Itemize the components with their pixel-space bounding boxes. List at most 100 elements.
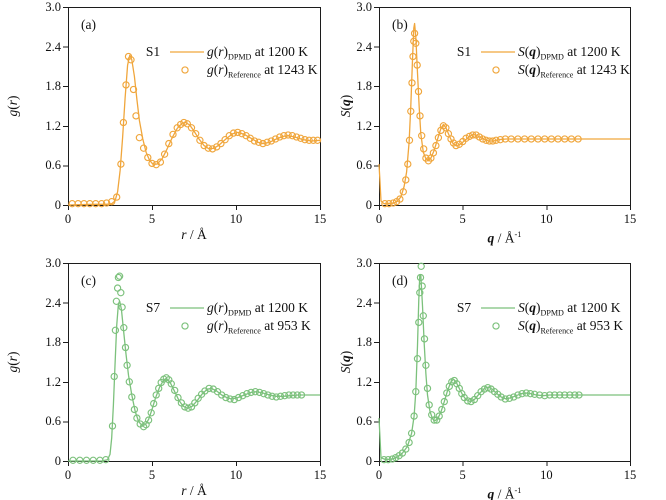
reference-point-marker: [155, 384, 163, 393]
reference-points: [69, 272, 306, 464]
sample-label: S1: [456, 44, 472, 59]
x-tick-label: 0: [375, 468, 383, 482]
reference-point-marker: [412, 39, 420, 47]
reference-point-marker: [152, 391, 160, 399]
x-tick-label: 10: [229, 468, 243, 482]
legend-entry-dpmd: S(q)DPMD at 1200 K: [518, 300, 621, 318]
reference-point-marker: [171, 386, 179, 395]
reference-point-marker: [174, 393, 182, 402]
reference-point-marker: [417, 262, 425, 270]
axes-frame: [379, 7, 631, 206]
reference-point-marker: [119, 118, 128, 127]
y-tick-label: 2.4: [356, 39, 372, 54]
reference-point-marker: [438, 405, 446, 414]
reference-point-marker: [402, 176, 410, 184]
legend-entry-dpmd: g(r)DPMD at 1200 K: [207, 44, 309, 62]
reference-point-marker: [465, 132, 474, 141]
reference-point-marker: [120, 324, 128, 332]
reference-point-marker: [250, 137, 259, 145]
x-tick-label: 10: [229, 212, 243, 226]
reference-point-marker: [414, 87, 423, 96]
reference-point-marker: [133, 414, 141, 422]
legend-suffix: at 1243 K: [576, 62, 630, 77]
reference-point-marker: [452, 141, 460, 150]
reference-point-marker: [430, 416, 438, 424]
legend-suffix: at 1243 K: [264, 62, 318, 77]
x-axis-label: q / Å-1: [487, 230, 522, 246]
reference-point-marker: [147, 409, 155, 417]
x-tick-label: 15: [313, 468, 327, 482]
reference-point-marker: [313, 136, 322, 144]
panel-letter: (c): [81, 273, 96, 288]
y-tick-label: 2.4: [45, 295, 61, 310]
reference-point-marker: [156, 158, 165, 166]
reference-point-marker: [169, 130, 177, 139]
reference-point-marker: [412, 388, 420, 396]
reference-point-marker: [127, 56, 135, 64]
y-tick-label: 1.2: [45, 118, 61, 133]
reference-point-marker: [396, 195, 404, 203]
reference-point-marker: [267, 137, 275, 145]
reference-point-marker: [222, 393, 230, 402]
reference-point-marker: [284, 131, 292, 139]
reference-point-marker: [132, 112, 140, 120]
reference-point-marker: [420, 335, 429, 343]
reference-point-marker: [497, 393, 505, 401]
legend-circle-marker: [492, 322, 500, 330]
reference-point-marker: [255, 138, 263, 146]
reference-point-marker: [204, 144, 212, 152]
reference-point-marker: [416, 289, 424, 297]
reference-point-marker: [297, 134, 305, 142]
reference-point-marker: [217, 139, 225, 148]
reference-point-marker: [76, 456, 84, 464]
reference-point-marker: [410, 29, 419, 38]
reference-point-marker: [413, 61, 421, 69]
reference-point-marker: [409, 52, 417, 61]
legend-suffix: at 953 K: [264, 318, 311, 333]
reference-point-marker: [285, 391, 293, 399]
reference-point-marker: [167, 380, 175, 388]
reference-point-marker: [535, 391, 544, 399]
reference-point-marker: [102, 456, 110, 464]
x-tick-label: 0: [64, 468, 72, 482]
reference-point-marker: [259, 139, 267, 148]
legend-subscript: Reference: [228, 70, 261, 80]
panel-d: 0 0.6 1.2 1.8 2.4 3.0 0 5 10 15 S(q) q / Å-1 (d) S7 S(…: [333, 250, 666, 500]
reference-point-marker: [263, 138, 271, 146]
y-axis-label: g(r): [5, 95, 20, 117]
x-tick-label: 15: [313, 212, 327, 226]
axes-frame: [68, 263, 321, 462]
panel-a: 0 0.6 1.2 1.8 2.4 3.0 0 5 10 15 g(r) r / Å (a) S1 g(r)…: [0, 0, 333, 250]
legend-entry-reference: g(r)Reference at 953 K: [207, 318, 311, 336]
reference-point-marker: [135, 134, 144, 142]
legend-circle-marker: [181, 322, 189, 330]
legend-subscript: DPMD: [228, 52, 252, 62]
reference-point-marker: [114, 273, 123, 282]
legend-suffix: at 1200 K: [567, 300, 621, 315]
sample-label: S7: [145, 300, 161, 315]
plot-canvas-(a): [63, 7, 322, 210]
reference-point-marker: [496, 136, 504, 144]
legend-entry-reference: S(q)Reference at 1243 K: [518, 62, 630, 80]
axes-frame: [379, 263, 631, 462]
y-tick-label: 1.2: [356, 374, 372, 389]
reference-points: [380, 262, 583, 464]
reference-point-marker: [501, 395, 509, 403]
reference-point-marker: [196, 136, 204, 144]
reference-point-marker: [407, 107, 415, 115]
reference-point-marker: [492, 136, 500, 144]
legend-subscript: DPMD: [540, 308, 564, 318]
reference-point-marker: [292, 133, 301, 141]
panel-letter: (d): [392, 273, 408, 288]
reference-point-marker: [271, 135, 280, 143]
plot-canvas-(d): [374, 262, 631, 466]
y-tick-label: 0: [54, 198, 61, 212]
reference-point-marker: [110, 372, 118, 381]
reference-point-marker: [442, 124, 450, 132]
plot-canvas-(c): [63, 263, 321, 466]
reference-point-marker: [183, 120, 191, 128]
reference-point-marker: [416, 112, 424, 120]
y-tick-label: 1.8: [45, 335, 61, 350]
y-tick-label: 0.6: [356, 158, 372, 173]
